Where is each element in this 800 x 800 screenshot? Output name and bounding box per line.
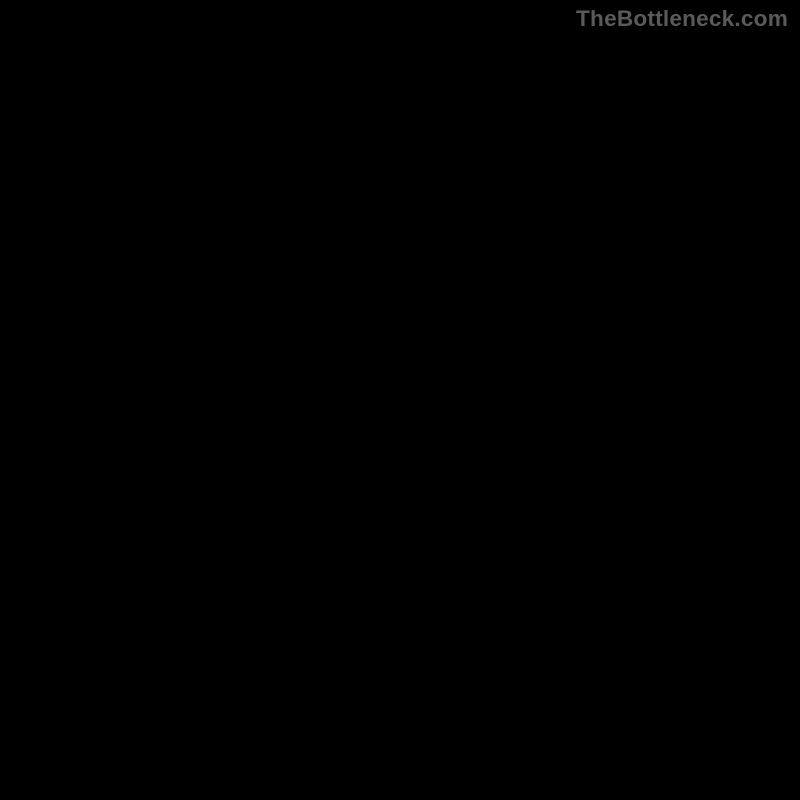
watermark-text: TheBottleneck.com xyxy=(576,6,788,32)
chart-container: TheBottleneck.com xyxy=(0,0,800,800)
outer-background xyxy=(0,0,800,800)
